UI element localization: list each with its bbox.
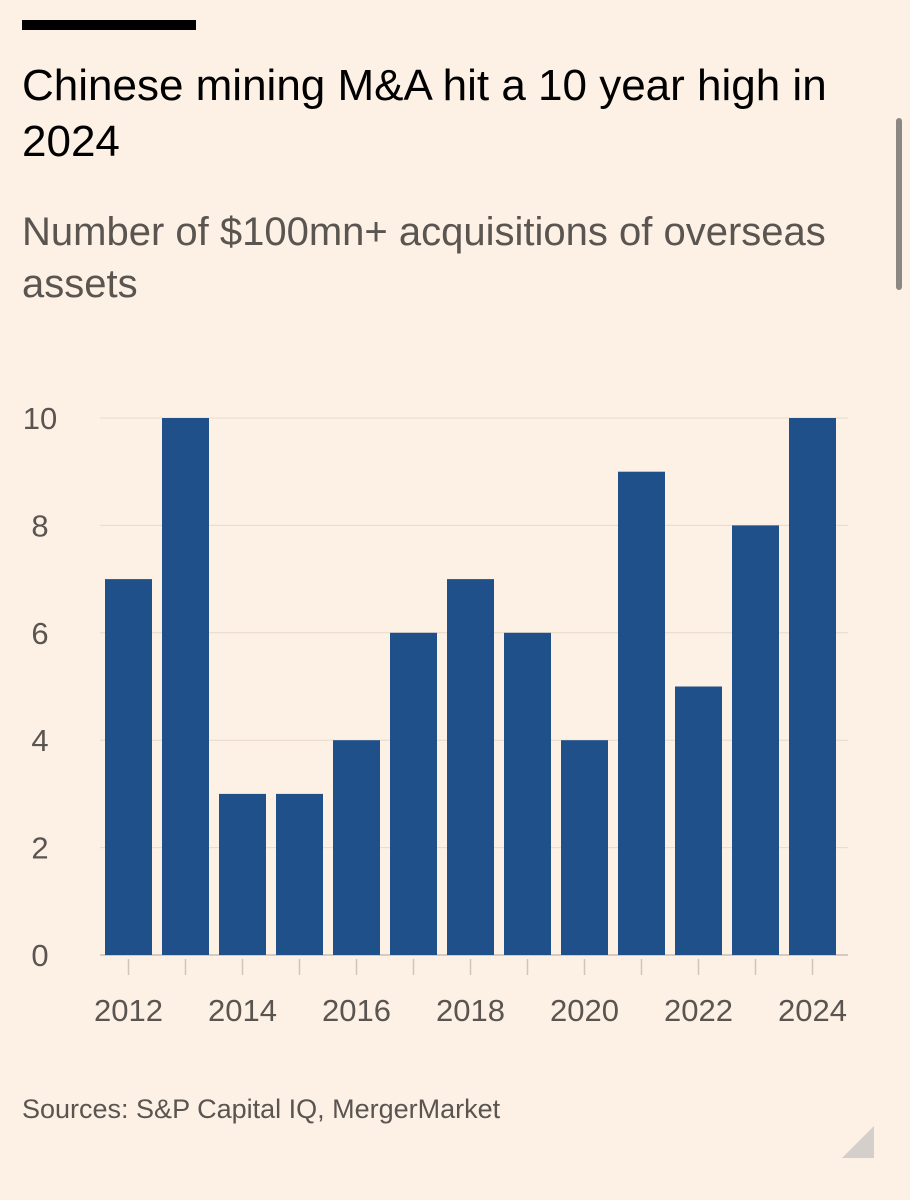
x-tick-label: 2022 [664, 993, 733, 1028]
y-tick-label: 0 [31, 938, 48, 973]
x-tick-label: 2016 [322, 993, 391, 1028]
x-axis-ticks: 2012 2014 2016 2018 2020 2022 2024 [94, 959, 847, 1028]
x-tick-label: 2024 [778, 993, 847, 1028]
x-tick-label: 2020 [550, 993, 619, 1028]
y-axis-ticks: 0 2 4 6 8 10 [23, 401, 57, 973]
y-tick-label: 10 [23, 401, 57, 436]
chart-subtitle: Number of $100mn+ acquisitions of overse… [22, 210, 826, 306]
bar-2013 [162, 418, 209, 955]
bar-2021 [618, 471, 665, 955]
bar-2016 [333, 740, 380, 955]
bar-2024 [789, 418, 836, 955]
chart-title: Chinese mining M&A hit a 10 year high in… [22, 61, 827, 166]
top-rule [22, 20, 196, 30]
y-tick-label: 2 [31, 831, 48, 866]
bars [105, 418, 836, 955]
scrollbar[interactable] [896, 118, 902, 290]
x-tick-label: 2018 [436, 993, 505, 1028]
x-tick-label: 2014 [208, 993, 277, 1028]
y-tick-label: 6 [31, 616, 48, 651]
bar-2019 [504, 632, 551, 955]
bar-2017 [390, 632, 437, 955]
bar-2022 [675, 686, 722, 955]
bar-2020 [561, 740, 608, 955]
bar-2018 [447, 579, 494, 955]
y-tick-label: 4 [31, 723, 48, 758]
x-tick-label: 2012 [94, 993, 163, 1028]
bar-2012 [105, 579, 152, 955]
bar-2015 [276, 793, 323, 955]
resize-handle-icon[interactable] [842, 1126, 874, 1158]
y-tick-label: 8 [31, 508, 48, 543]
bar-chart: 0 2 4 6 8 10 2012 2014 2016 2018 2020 2022 2024 [23, 401, 848, 1028]
bar-2023 [732, 525, 779, 955]
bar-2014 [219, 793, 266, 955]
source-note: Sources: S&P Capital IQ, MergerMarket [22, 1094, 501, 1124]
